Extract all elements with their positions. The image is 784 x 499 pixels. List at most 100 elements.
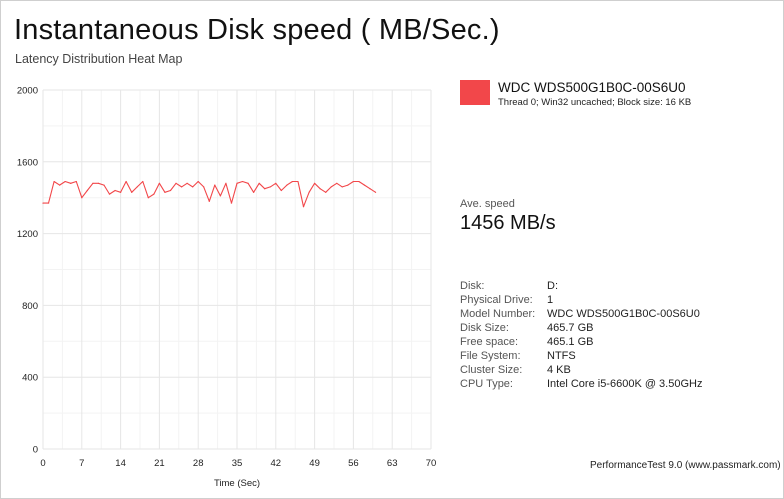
- info-key: Model Number:: [460, 308, 536, 320]
- legend-swatch: [460, 80, 490, 105]
- y-tick-label: 2000: [17, 86, 38, 97]
- y-tick-label: 1600: [17, 157, 38, 168]
- y-tick-label: 1200: [17, 229, 38, 240]
- info-row-free-space: Free space: 465.1 GB: [460, 335, 702, 349]
- data-point: [308, 191, 310, 193]
- x-tick-label: 49: [309, 458, 320, 469]
- info-row-disk: Disk: D:: [460, 279, 702, 293]
- data-point: [192, 186, 194, 188]
- x-tick-label: 63: [387, 458, 398, 469]
- info-row-file-system: File System: NTFS: [460, 349, 702, 363]
- data-point: [336, 182, 338, 184]
- info-key: File System:: [460, 350, 521, 362]
- data-point: [97, 182, 100, 184]
- data-point: [314, 182, 316, 184]
- data-point: [247, 182, 249, 184]
- data-point: [302, 206, 305, 208]
- data-point: [142, 180, 144, 183]
- data-point: [53, 180, 55, 183]
- chart-subtitle: Latency Distribution Heat Map: [15, 52, 183, 66]
- info-value: WDC WDS500G1B0C-00S6U0: [547, 308, 700, 320]
- legend-series-name: WDC WDS500G1B0C-00S6U0: [498, 80, 686, 95]
- x-axis-label: Time (Sec): [214, 478, 260, 489]
- data-point: [203, 186, 205, 188]
- data-point: [358, 180, 360, 183]
- data-point: [186, 182, 188, 184]
- data-point: [341, 186, 343, 188]
- info-key: Disk:: [460, 280, 485, 292]
- data-point: [92, 182, 94, 184]
- data-point: [214, 184, 216, 186]
- info-row-cluster-size: Cluster Size: 4 KB: [460, 363, 702, 377]
- info-row-disk-size: Disk Size: 465.7 GB: [460, 321, 702, 335]
- data-point: [153, 193, 155, 195]
- x-tick-label: 70: [426, 458, 437, 469]
- data-point: [291, 180, 294, 183]
- data-point: [169, 189, 172, 192]
- data-point: [131, 191, 133, 193]
- data-point: [230, 202, 233, 204]
- info-key: Cluster Size:: [460, 364, 523, 376]
- data-point: [275, 182, 277, 184]
- data-point: [81, 197, 83, 199]
- data-point: [164, 191, 166, 193]
- series-line: [43, 180, 376, 208]
- data-point: [319, 188, 321, 190]
- data-point: [64, 180, 66, 183]
- x-tick-label: 35: [232, 458, 243, 469]
- info-value: 465.1 GB: [547, 336, 594, 348]
- info-key: Physical Drive:: [460, 294, 533, 306]
- data-point: [330, 186, 332, 188]
- x-tick-label: 56: [348, 458, 359, 469]
- data-point: [147, 197, 149, 199]
- data-point: [108, 193, 111, 195]
- data-point: [208, 200, 210, 202]
- data-point: [286, 184, 288, 186]
- data-point: [75, 180, 77, 183]
- data-point: [241, 180, 244, 183]
- data-point: [70, 182, 72, 184]
- data-point: [236, 182, 238, 184]
- disk-info-table: Disk: D: Physical Drive: 1 Model Number: WD…: [460, 279, 702, 391]
- data-point: [180, 186, 183, 188]
- data-point: [347, 184, 349, 186]
- data-point: [158, 182, 160, 184]
- data-point: [197, 180, 199, 183]
- data-point: [42, 202, 44, 204]
- data-point: [59, 184, 61, 186]
- data-point: [125, 180, 127, 183]
- y-tick-label: 0: [33, 445, 38, 456]
- y-tick-label: 800: [22, 301, 38, 312]
- legend-series-description: Thread 0; Win32 uncached; Block size: 16…: [498, 97, 692, 108]
- info-value: D:: [547, 280, 558, 292]
- data-point: [136, 186, 138, 188]
- data-point: [219, 195, 221, 197]
- data-point: [352, 180, 354, 183]
- info-row-model-number: Model Number: WDC WDS500G1B0C-00S6U0: [460, 307, 702, 321]
- data-point: [120, 191, 122, 193]
- info-key: Free space:: [460, 336, 519, 348]
- data-point: [253, 191, 255, 193]
- data-point: [280, 189, 282, 192]
- info-key: CPU Type:: [460, 378, 513, 390]
- x-tick-label: 7: [79, 458, 84, 469]
- data-point: [369, 188, 371, 190]
- data-point: [325, 191, 327, 193]
- data-point: [363, 184, 366, 186]
- info-value: 4 KB: [547, 364, 571, 376]
- average-speed-label: Ave. speed: [460, 198, 515, 210]
- data-point: [114, 189, 116, 192]
- x-tick-label: 28: [193, 458, 204, 469]
- data-point: [269, 186, 271, 188]
- data-point: [86, 189, 88, 192]
- x-tick-label: 42: [271, 458, 282, 469]
- data-point: [225, 182, 227, 184]
- x-tick-label: 14: [115, 458, 126, 469]
- info-value: NTFS: [547, 350, 576, 362]
- data-point: [297, 180, 299, 183]
- chart-title: Instantaneous Disk speed ( MB/Sec.): [14, 14, 500, 46]
- y-tick-label: 400: [22, 373, 38, 384]
- x-tick-label: 0: [40, 458, 45, 469]
- data-point: [258, 182, 260, 184]
